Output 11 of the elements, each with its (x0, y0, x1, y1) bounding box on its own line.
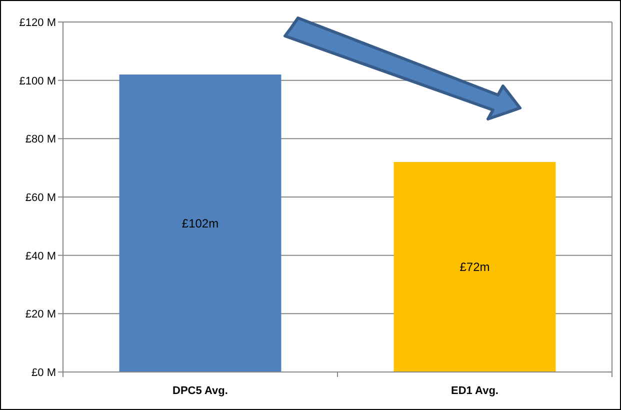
y-tick-label: £100 M (19, 75, 56, 88)
y-tick-label: £0 M (32, 367, 56, 379)
y-tick-label: £120 M (19, 17, 56, 29)
y-tick-label: £20 M (25, 308, 56, 321)
x-tick-label: DPC5 Avg. (172, 385, 228, 397)
data-label: £102m (182, 216, 219, 230)
y-tick-label: £80 M (25, 134, 56, 146)
y-tick-label: £60 M (25, 192, 56, 204)
x-tick-label: ED1 Avg. (451, 385, 498, 397)
data-label: £72m (460, 260, 490, 274)
y-tick-label: £40 M (25, 250, 56, 262)
